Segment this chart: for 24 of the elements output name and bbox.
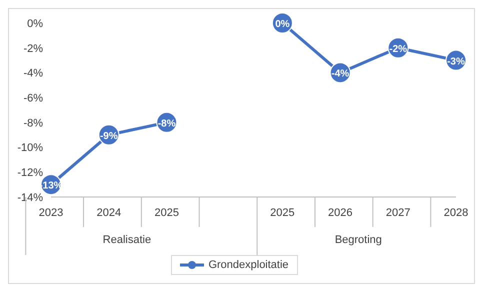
y-tick-label: -14% <box>17 192 44 204</box>
legend-label: Grondexploitatie <box>207 259 289 271</box>
y-tick-label: -10% <box>17 142 44 154</box>
data-label: -3% <box>447 56 465 68</box>
text: Begroting <box>334 234 382 246</box>
data-label: -8% <box>158 118 176 130</box>
x-tick-label: 2028 <box>444 207 468 219</box>
x-tick-label: 2023 <box>38 207 64 219</box>
data-label: -2% <box>389 44 408 55</box>
y-tick-label: -4% <box>23 68 44 80</box>
y-tick-label: -2% <box>23 42 44 55</box>
y-tick-label: -6% <box>23 92 44 104</box>
x-tick-label: 2027 <box>386 207 410 219</box>
x-tick-label: 2025 <box>270 207 295 219</box>
text: Realisatie <box>102 234 152 246</box>
y-tick-label: -12% <box>17 167 44 180</box>
y-tick-label: 0% <box>27 18 44 30</box>
data-label: -9% <box>100 130 118 142</box>
x-tick-label: 2026 <box>328 207 353 219</box>
x-tick-label: 2024 <box>96 207 122 219</box>
x-tick-label: 2025 <box>154 207 179 219</box>
data-label: 0% <box>275 19 290 30</box>
y-tick-label: -8% <box>23 117 44 130</box>
data-label: -4% <box>331 68 350 80</box>
